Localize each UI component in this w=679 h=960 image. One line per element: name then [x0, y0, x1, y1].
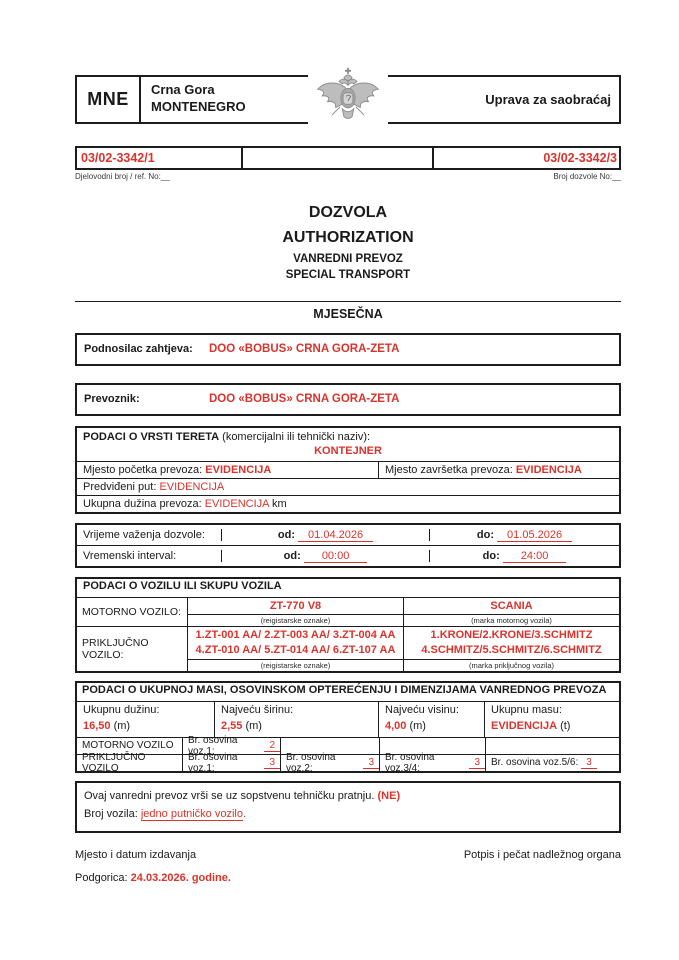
trailer-makes: 1.KRONE/2.KRONE/3.SCHMITZ 4.SCHMITZ/5.SC… [403, 627, 619, 660]
country-name-local: Crna Gora [151, 82, 215, 97]
planned-route-value: EVIDENCIJA [159, 480, 225, 493]
cargo-section-title: PODACI O VRSTI TERETA (komercijalni ili … [77, 428, 619, 461]
max-width: Najveću širinu: 2,55 (m) [214, 702, 378, 737]
ref-number-middle [241, 148, 434, 168]
carrier-box: Prevoznik: DOO «BOBUS» CRNA GORA-ZETA [75, 382, 621, 416]
reference-number-row: 03/02-3342/1 03/02-3342/3 [75, 146, 621, 170]
validity-dates-row: Vrijeme važenja dozvole: od: 01.04.2026 … [77, 525, 619, 545]
max-height: Najveću visinu: 4,00 (m) [378, 702, 484, 737]
time-interval-row: Vremenski interval: od: 00:00 do: 24:00 [77, 544, 619, 566]
country-name-en: MONTENEGRO [151, 98, 246, 114]
planned-route: Predviđeni put: EVIDENCIJA [77, 477, 619, 495]
motor-reg-caption: (reigistarske oznake) [260, 616, 331, 626]
title-vanredni-prevoz: VANREDNI PREVOZ [293, 252, 403, 265]
issue-date-value: 24.03.2026. godine. [130, 872, 231, 885]
motor-axles-value: 2 [264, 740, 280, 752]
transport-end-value: EVIDENCIJA [515, 463, 582, 476]
cargo-section: PODACI O VRSTI TERETA (komercijalni ili … [75, 425, 621, 514]
reference-captions: Djelovodni broj / ref. No:__ Broj dozvol… [75, 172, 621, 181]
trailer-axles-56-value: 3 [581, 757, 597, 769]
mass-section: PODACI O UKUPNOJ MASI, OSOVINSKOM OPTERE… [75, 681, 621, 774]
total-length-value: 16,50 [83, 720, 111, 732]
escort-statement: Ovaj vanredni prevoz vrši se uz sopstven… [84, 789, 401, 802]
trailer-make-caption: (marka priključnog vozila) [403, 660, 619, 672]
total-mass: Ukupnu masu: EVIDENCIJA (t) [484, 702, 619, 737]
total-distance-value: EVIDENCIJA [204, 497, 269, 510]
issue-date-line: Podgorica: 24.03.2026. godine. [75, 872, 231, 885]
escort-answer: (NE) [377, 789, 401, 802]
transport-end: Mjesto završetka prevoza: EVIDENCIJA [385, 463, 582, 476]
valid-from-value: 01.04.2026 [298, 528, 374, 542]
max-height-value: 4,00 [385, 720, 407, 732]
applicant-value: DOO «BOBUS» CRNA GORA-ZETA [209, 343, 400, 356]
motor-axles: Br. osovina voz.1: 2 [182, 735, 280, 757]
vehicle-section-title: PODACI O VOZILU ILI SKUPU VOZILA [83, 579, 282, 592]
escort-section: Ovaj vanredni prevoz vrši se uz sopstven… [75, 780, 621, 834]
permit-period: MJESEČNA [313, 306, 383, 321]
motor-registration: ZT-770 V8 [269, 599, 322, 612]
dimensions-row: Ukupnu dužinu: 16,50 (m) Najveću širinu:… [77, 701, 619, 737]
valid-to-value: 01.05.2026 [497, 528, 573, 542]
horizontal-rule [75, 300, 621, 302]
authority-name: Uprava za saobraćaj [485, 77, 621, 122]
montenegro-coat-of-arms-icon [308, 64, 388, 134]
ref-caption-right: Broj dozvole No:__ [553, 172, 621, 181]
vehicle-section: PODACI O VOZILU ILI SKUPU VOZILA MOTORNO… [75, 576, 621, 674]
trailer-axles-2-value: 3 [363, 757, 379, 769]
applicant-box: Podnosilac zahtjeva: DOO «BOBUS» CRNA GO… [75, 332, 621, 366]
carrier-label: Prevoznik: [84, 393, 140, 406]
time-to: do: 24:00 [429, 549, 619, 563]
valid-from: od: 01.04.2026 [221, 528, 429, 542]
escort-vehicle-count-value: jedno putničko vozilo [140, 808, 243, 822]
motor-axles-row: MOTORNO VOZILO Br. osovina voz.1: 2 [77, 735, 619, 757]
title-authorization: AUTHORIZATION [282, 228, 414, 246]
applicant-label: Podnosilac zahtjeva: [84, 343, 193, 356]
trailer-axles-1: Br. osovina voz.1: 3 [182, 752, 280, 774]
document-header: MNE Crna Gora MONTENEGRO Uprava za saobr… [75, 64, 621, 134]
time-from: od: 00:00 [221, 549, 429, 563]
ref-number-right: 03/02-3342/3 [543, 151, 617, 165]
valid-to: do: 01.05.2026 [429, 528, 619, 542]
document-title: DOZVOLA AUTHORIZATION VANREDNI PREVOZ SP… [75, 201, 621, 284]
carrier-value: DOO «BOBUS» CRNA GORA-ZETA [209, 393, 400, 406]
footer-labels: Mjesto i datum izdavanja Potpis i pečat … [75, 849, 621, 861]
total-length: Ukupnu dužinu: 16,50 (m) [83, 704, 160, 732]
validity-section: Vrijeme važenja dozvole: od: 01.04.2026 … [75, 522, 621, 568]
issue-place-label: Mjesto i datum izdavanja [75, 849, 197, 862]
total-distance: Ukupna dužina prevoza: EVIDENCIJA km [77, 494, 619, 512]
document-content: MNE Crna Gora MONTENEGRO Uprava za saobr… [75, 0, 621, 884]
title-special-transport: SPECIAL TRANSPORT [285, 269, 411, 282]
total-mass-value: EVIDENCIJA [491, 720, 558, 732]
ref-caption-left: Djelovodni broj / ref. No:__ [75, 172, 170, 181]
escort-vehicle-count: Broj vozila: jedno putničko vozilo. [84, 808, 247, 822]
trailer-registrations: 1.ZT-001 AA/ 2.ZT-003 AA/ 3.ZT-004 AA 4.… [195, 629, 396, 657]
cargo-name: KONTEJNER [314, 445, 382, 458]
title-dozvola: DOZVOLA [308, 204, 388, 221]
mass-section-title: PODACI O UKUPNOJ MASI, OSOVINSKOM OPTERE… [82, 684, 607, 697]
transport-start-value: EVIDENCIJA [205, 463, 272, 476]
trailer-axles-34: Br. osovina voz.3/4: 3 [379, 752, 485, 774]
motor-make: SCANIA [403, 597, 619, 615]
ref-number-left: 03/02-3342/1 [81, 151, 155, 165]
trailer-axles-2: Br. osovina voz.2: 3 [280, 752, 379, 774]
trailer-reg-caption: (reigistarske oznake) [260, 661, 331, 671]
trailer-vehicle-row: PRIKLJUČNO VOZILO: 1.ZT-001 AA/ 2.ZT-003… [77, 626, 619, 672]
country-code: MNE [75, 77, 141, 122]
trailer-axles-56: Br. osovina voz.5/6: 3 [485, 754, 619, 771]
time-from-value: 00:00 [303, 549, 368, 563]
max-width-value: 2,55 [221, 720, 243, 732]
time-to-value: 24:00 [502, 549, 567, 563]
distance-unit: km [271, 497, 287, 510]
country-name: Crna Gora MONTENEGRO [141, 77, 246, 122]
signature-label: Potpis i pečat nadležnog organa [463, 849, 621, 862]
transport-start: Mjesto početka prevoza: EVIDENCIJA [77, 461, 379, 478]
trailer-axles-row: PRIKLJUČNO VOZILO Br. osovina voz.1: 3 B… [77, 752, 619, 774]
trailer-axles-34-value: 3 [469, 757, 485, 769]
trailer-axles-1-value: 3 [264, 757, 280, 769]
motor-make-caption: (marka motornog vozila) [403, 615, 619, 627]
cargo-route-endpoints: Mjesto početka prevoza: EVIDENCIJA Mjest… [77, 460, 619, 478]
motor-vehicle-row: MOTORNO VOZILO: ZT-770 V8 SCANIA (reigis… [77, 596, 619, 627]
